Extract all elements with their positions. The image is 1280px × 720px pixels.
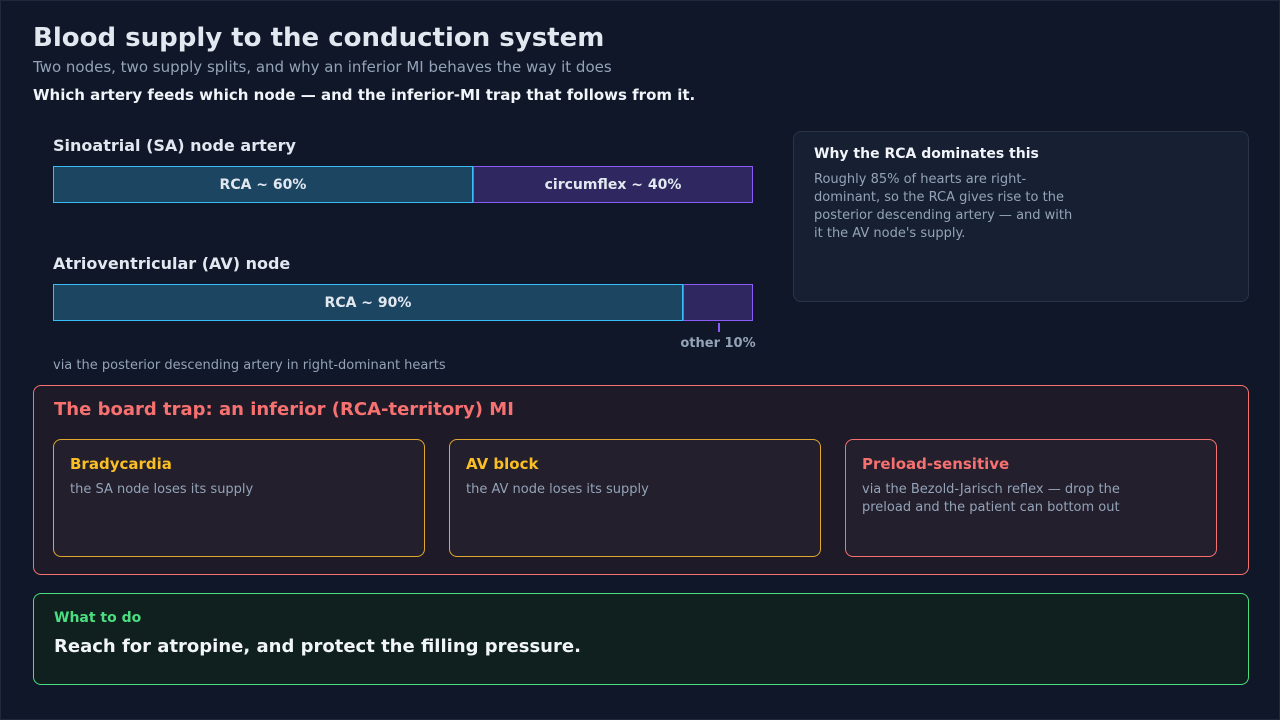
segment-label: RCA ~ 90% [324,294,412,311]
side-title: Why the RCA dominates this [814,146,1039,162]
label-tick [718,323,720,332]
card-title: Preload-sensitive [862,455,1010,473]
bar-segment: circumflex ~ 40% [473,166,753,203]
side-panel: Why the RCA dominates this Roughly 85% o… [793,131,1249,302]
title: Blood supply to the conduction system [33,23,605,53]
side-text: Roughly 85% of hearts are right-dominant… [814,172,1073,241]
trap-title: The board trap: an inferior (RCA-territo… [54,399,514,420]
stacked-bar: RCA ~ 90% other 10% [53,284,756,351]
bar-segment: RCA ~ 60% [53,166,473,203]
action-label: What to do [54,610,142,626]
action-text: Reach for atropine, and protect the fill… [54,636,581,657]
subtitle: Two nodes, two supply splits, and why an… [33,58,612,76]
bar-segment [683,284,753,321]
note: via the posterior descending artery in r… [53,358,446,373]
card-text: the SA node loses its supply [70,482,254,497]
section-title: Atrioventricular (AV) node [53,254,291,273]
trap-panel: The board trap: an inferior (RCA-territo… [33,385,1249,575]
action-panel: What to do Reach for atropine, and prote… [33,593,1249,685]
segment-label: RCA ~ 60% [219,176,307,193]
section-title: Sinoatrial (SA) node artery [53,136,296,155]
card: Preload-sensitive via the Bezold-Jarisch… [845,439,1217,557]
card-text: via the Bezold-Jarisch reflex — drop the… [862,482,1120,515]
card-title: Bradycardia [70,455,172,473]
lead: Which artery feeds which node — and the … [33,86,696,104]
segment-label: other 10% [680,336,756,351]
card: Bradycardia the SA node loses its supply [53,439,425,557]
bar-segment: RCA ~ 90% [53,284,683,321]
card-text: the AV node loses its supply [466,482,649,497]
card-title: AV block [466,455,539,473]
segment-label: circumflex ~ 40% [544,176,682,193]
card: AV block the AV node loses its supply [449,439,821,557]
stacked-bar: RCA ~ 60% circumflex ~ 40% [53,166,753,205]
